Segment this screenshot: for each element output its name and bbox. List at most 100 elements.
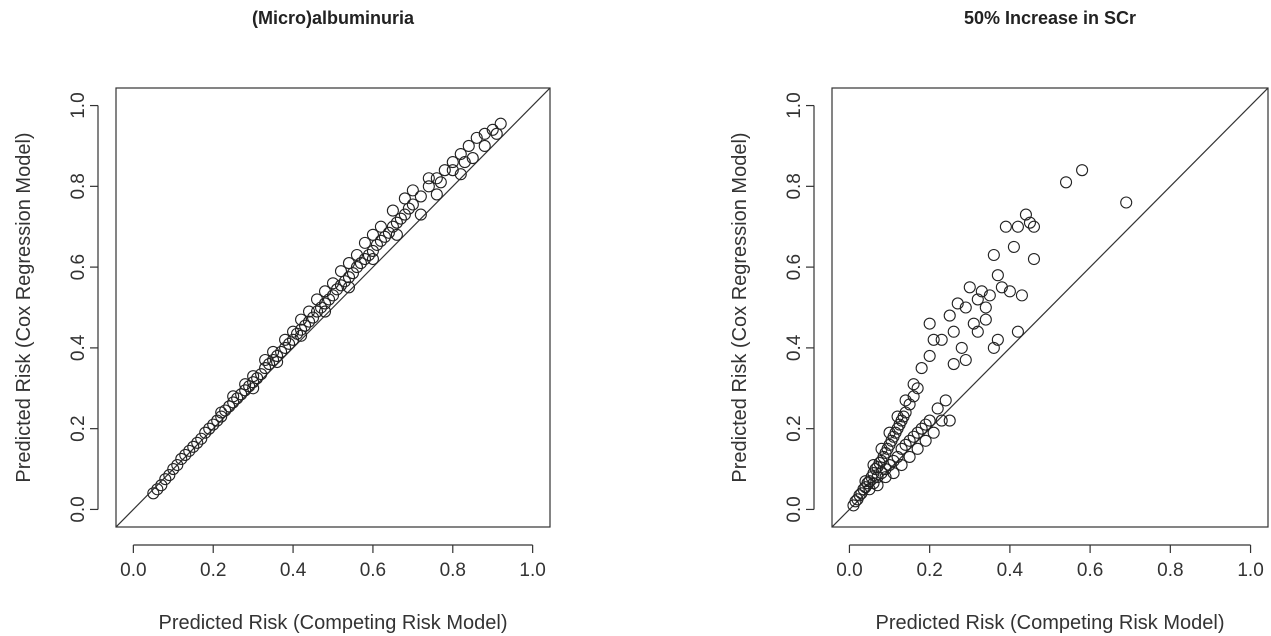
- data-point: [207, 418, 220, 431]
- data-point: [283, 337, 296, 350]
- data-point: [853, 489, 866, 502]
- data-point: [386, 204, 399, 217]
- data-point: [863, 483, 876, 496]
- data-point: [350, 248, 364, 262]
- data-point: [486, 123, 499, 136]
- data-point: [931, 402, 944, 415]
- data-point: [903, 450, 916, 463]
- data-point: [279, 333, 292, 346]
- data-point: [935, 414, 948, 427]
- data-point: [979, 301, 992, 314]
- data-point: [215, 406, 228, 419]
- data-point: [434, 176, 447, 189]
- data-point: [338, 275, 352, 288]
- data-point: [911, 426, 924, 439]
- data-point: [239, 384, 252, 397]
- x-tick-label: 0.2: [200, 560, 226, 581]
- x-tick-label: 0.8: [1157, 560, 1183, 581]
- data-point: [943, 309, 956, 322]
- data-point: [470, 131, 483, 144]
- data-point: [179, 448, 192, 461]
- data-point: [861, 477, 874, 490]
- data-point: [1059, 176, 1073, 189]
- y-tick-label: 0.4: [68, 334, 89, 361]
- data-point: [382, 226, 395, 239]
- data-point: [458, 156, 471, 169]
- data-point: [342, 271, 356, 284]
- data-point: [322, 293, 336, 306]
- chart-title: 50% Increase in SCr: [964, 8, 1136, 28]
- data-point: [899, 438, 912, 451]
- data-point: [430, 172, 443, 185]
- data-point: [346, 267, 360, 280]
- data-point: [271, 349, 284, 363]
- data-point: [867, 458, 880, 472]
- data-point: [1120, 196, 1133, 209]
- data-point: [151, 483, 164, 496]
- data-point: [979, 313, 992, 326]
- data-point: [963, 281, 976, 294]
- data-point: [287, 333, 300, 346]
- data-point: [390, 216, 403, 229]
- data-point: [466, 152, 479, 165]
- data-point: [374, 234, 387, 247]
- data-point: [259, 362, 272, 375]
- data-point: [203, 422, 216, 435]
- data-point: [259, 353, 272, 367]
- data-point: [199, 426, 212, 439]
- data-point: [370, 238, 383, 251]
- data-point: [306, 311, 320, 324]
- data-point: [334, 279, 348, 292]
- data-point: [147, 487, 160, 500]
- data-point: [422, 180, 435, 193]
- data-point: [334, 265, 348, 278]
- data-point: [1019, 208, 1032, 221]
- data-point: [849, 495, 862, 508]
- data-point: [490, 127, 503, 140]
- data-point: [879, 463, 892, 476]
- data-point: [907, 378, 920, 391]
- data-point: [446, 156, 459, 169]
- data-point: [446, 164, 459, 177]
- identity-line: [116, 88, 550, 527]
- data-point: [871, 479, 884, 492]
- data-point: [1027, 252, 1041, 266]
- data-point: [271, 355, 284, 369]
- x-tick-label: 0.2: [916, 560, 942, 581]
- y-axis-label: Predicted Risk (Cox Regression Model): [729, 132, 751, 482]
- y-tick-label: 0.2: [68, 415, 89, 441]
- data-point: [287, 325, 300, 338]
- y-tick-label: 1.0: [68, 92, 89, 118]
- data-point: [326, 289, 340, 302]
- data-point: [167, 463, 180, 476]
- data-point: [857, 483, 870, 496]
- x-tick-label: 1.0: [519, 560, 545, 581]
- data-point: [227, 390, 240, 403]
- data-point: [247, 370, 260, 383]
- data-point: [959, 353, 972, 367]
- y-tick-label: 0.4: [784, 334, 805, 361]
- data-point: [895, 458, 908, 472]
- identity-line: [832, 88, 1268, 527]
- x-axis-label: Predicted Risk (Competing Risk Model): [158, 612, 507, 634]
- data-point: [378, 230, 391, 243]
- data-point: [883, 458, 896, 472]
- data-point: [354, 257, 367, 270]
- x-tick-label: 0.4: [997, 560, 1024, 581]
- data-point: [223, 400, 236, 413]
- data-point: [923, 317, 936, 330]
- data-point: [295, 313, 308, 326]
- data-point: [1027, 220, 1041, 233]
- data-point: [275, 345, 288, 358]
- data-point: [875, 467, 888, 480]
- data-point: [1023, 216, 1036, 229]
- data-point: [983, 289, 996, 302]
- data-point: [927, 333, 940, 346]
- data-point: [310, 305, 324, 318]
- data-point: [943, 414, 956, 427]
- data-point: [366, 244, 379, 258]
- data-point: [987, 248, 1000, 262]
- data-point: [947, 357, 960, 371]
- data-point: [247, 382, 260, 395]
